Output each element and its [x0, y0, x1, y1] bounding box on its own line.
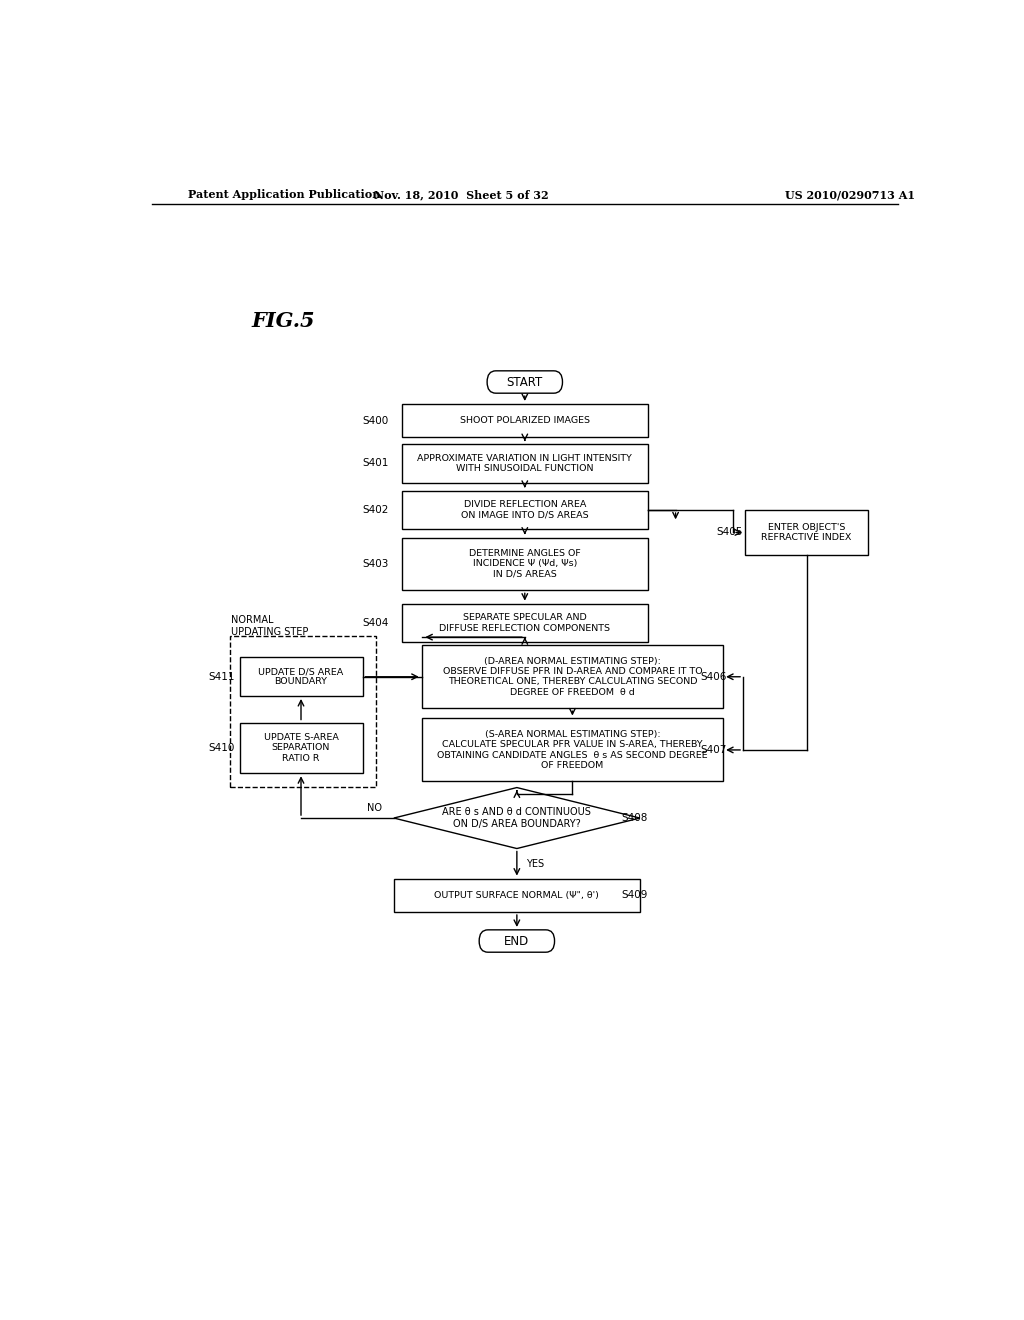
FancyBboxPatch shape	[401, 404, 648, 437]
Text: S400: S400	[362, 416, 388, 425]
Text: S407: S407	[700, 744, 727, 755]
FancyBboxPatch shape	[422, 645, 723, 709]
FancyBboxPatch shape	[422, 718, 723, 781]
Text: S404: S404	[361, 618, 388, 628]
Text: S410: S410	[209, 743, 236, 752]
Text: Nov. 18, 2010  Sheet 5 of 32: Nov. 18, 2010 Sheet 5 of 32	[374, 190, 549, 201]
Text: S411: S411	[209, 672, 236, 681]
Text: DIVIDE REFLECTION AREA
ON IMAGE INTO D/S AREAS: DIVIDE REFLECTION AREA ON IMAGE INTO D/S…	[461, 500, 589, 520]
Text: (S-AREA NORMAL ESTIMATING STEP):
CALCULATE SPECULAR PFR VALUE IN S-AREA, THEREBY: (S-AREA NORMAL ESTIMATING STEP): CALCULA…	[437, 730, 708, 770]
Text: FIG.5: FIG.5	[251, 312, 314, 331]
Text: ARE θ s AND θ d CONTINUOUS
ON D/S AREA BOUNDARY?: ARE θ s AND θ d CONTINUOUS ON D/S AREA B…	[442, 808, 591, 829]
Text: SHOOT POLARIZED IMAGES: SHOOT POLARIZED IMAGES	[460, 416, 590, 425]
Text: END: END	[504, 935, 529, 948]
Text: S406: S406	[700, 672, 727, 681]
FancyBboxPatch shape	[394, 879, 640, 912]
FancyBboxPatch shape	[745, 510, 868, 554]
Text: S408: S408	[622, 813, 648, 824]
Text: US 2010/0290713 A1: US 2010/0290713 A1	[785, 190, 915, 201]
Text: Patent Application Publication: Patent Application Publication	[187, 190, 380, 201]
Text: OUTPUT SURFACE NORMAL (Ψ", θ'): OUTPUT SURFACE NORMAL (Ψ", θ')	[434, 891, 599, 900]
Text: NORMAL
UPDATING STEP: NORMAL UPDATING STEP	[231, 615, 308, 636]
Text: APPROXIMATE VARIATION IN LIGHT INTENSITY
WITH SINUSOIDAL FUNCTION: APPROXIMATE VARIATION IN LIGHT INTENSITY…	[418, 454, 632, 473]
FancyBboxPatch shape	[401, 444, 648, 483]
Text: NO: NO	[367, 803, 382, 813]
Text: UPDATE S-AREA
SEPARATION
RATIO R: UPDATE S-AREA SEPARATION RATIO R	[263, 733, 339, 763]
Text: S405: S405	[717, 528, 743, 537]
Text: UPDATE D/S AREA
BOUNDARY: UPDATE D/S AREA BOUNDARY	[258, 667, 344, 686]
Text: S409: S409	[622, 890, 648, 900]
FancyBboxPatch shape	[240, 722, 362, 774]
Polygon shape	[394, 788, 640, 849]
Text: (D-AREA NORMAL ESTIMATING STEP):
OBSERVE DIFFUSE PFR IN D-AREA AND COMPARE IT TO: (D-AREA NORMAL ESTIMATING STEP): OBSERVE…	[442, 656, 702, 697]
FancyBboxPatch shape	[401, 491, 648, 529]
Text: ENTER OBJECT'S
REFRACTIVE INDEX: ENTER OBJECT'S REFRACTIVE INDEX	[761, 523, 852, 543]
FancyBboxPatch shape	[479, 929, 555, 952]
Text: DETERMINE ANGLES OF
INCIDENCE Ψ (Ψd, Ψs)
IN D/S AREAS: DETERMINE ANGLES OF INCIDENCE Ψ (Ψd, Ψs)…	[469, 549, 581, 579]
FancyBboxPatch shape	[401, 603, 648, 643]
Text: S403: S403	[361, 558, 388, 569]
Text: YES: YES	[526, 858, 545, 869]
FancyBboxPatch shape	[487, 371, 562, 393]
Text: START: START	[507, 375, 543, 388]
Text: S401: S401	[361, 458, 388, 469]
Text: S402: S402	[361, 506, 388, 515]
FancyBboxPatch shape	[401, 537, 648, 590]
FancyBboxPatch shape	[240, 657, 362, 696]
Text: SEPARATE SPECULAR AND
DIFFUSE REFLECTION COMPONENTS: SEPARATE SPECULAR AND DIFFUSE REFLECTION…	[439, 614, 610, 632]
